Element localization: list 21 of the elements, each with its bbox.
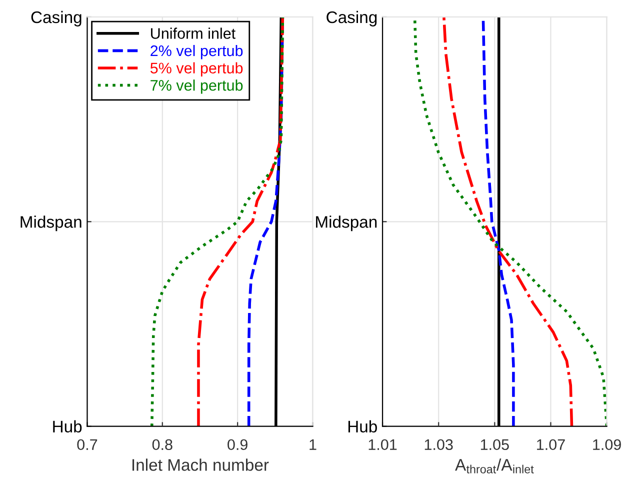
x-tick-label: 1 xyxy=(310,439,316,450)
x-tick-label: 1.07 xyxy=(537,439,565,450)
x-tick-label: 1.05 xyxy=(480,439,509,450)
text: Midspan xyxy=(316,216,377,232)
legend-label: 2% vel pertub xyxy=(150,44,243,60)
text: Casing xyxy=(31,10,82,26)
text: Casing xyxy=(326,10,377,26)
text: Midspan xyxy=(20,216,82,232)
x-tick-label: 0.8 xyxy=(152,439,172,450)
legend-label: 7% vel pertub xyxy=(150,80,243,94)
x-tick-label: 0.7 xyxy=(77,439,98,450)
x-tick-label: 1.09 xyxy=(593,439,621,450)
legend-label: Uniform inlet xyxy=(151,28,236,39)
x-tick-label: 1.03 xyxy=(424,439,453,450)
x-axis-title: A$_{throat}$/A$_{inlet}$ xyxy=(455,458,534,474)
x-tick-label: 0.9 xyxy=(228,439,248,450)
x-axis-title: Inlet Mach number xyxy=(132,458,269,471)
x-tick-label: 1.01 xyxy=(368,439,397,450)
legend-label: 5% vel pertub xyxy=(150,62,243,77)
text: Hub xyxy=(348,420,377,433)
text: Hub xyxy=(53,420,82,433)
